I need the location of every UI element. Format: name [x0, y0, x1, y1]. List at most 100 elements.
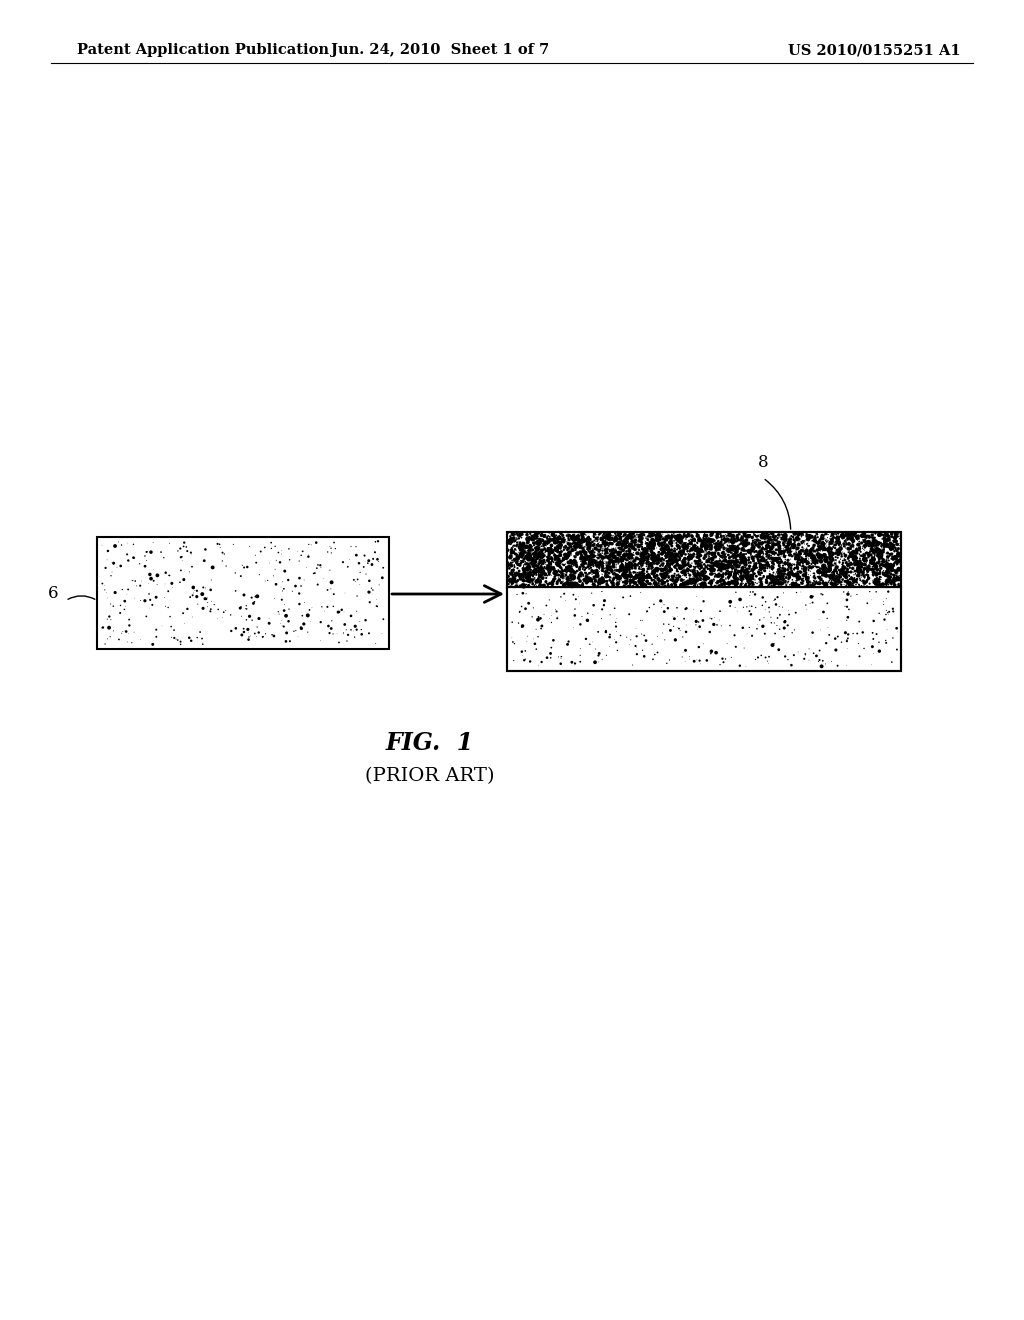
Point — [688, 535, 705, 556]
Point — [707, 570, 723, 591]
Point — [323, 537, 339, 558]
Point — [675, 549, 691, 570]
Point — [861, 558, 878, 579]
Point — [806, 565, 822, 586]
Point — [722, 539, 738, 560]
Point — [589, 562, 605, 583]
Point — [198, 589, 214, 610]
Point — [623, 564, 639, 585]
Point — [776, 525, 793, 546]
Point — [860, 560, 877, 581]
Point — [566, 540, 583, 561]
Point — [866, 537, 883, 558]
Point — [711, 564, 727, 585]
Point — [720, 557, 736, 578]
Point — [871, 576, 888, 597]
Point — [757, 557, 773, 578]
Point — [525, 564, 542, 585]
Point — [806, 550, 822, 572]
Point — [873, 566, 890, 587]
Point — [885, 568, 901, 589]
Point — [238, 598, 254, 619]
Point — [771, 541, 787, 562]
Point — [612, 568, 629, 589]
Point — [605, 539, 622, 560]
Point — [736, 533, 753, 554]
Point — [813, 562, 829, 583]
Point — [891, 525, 907, 546]
Point — [817, 529, 834, 550]
Point — [563, 558, 580, 579]
Point — [593, 546, 609, 568]
Point — [670, 561, 686, 582]
Point — [513, 552, 529, 573]
Point — [534, 546, 550, 568]
Point — [890, 545, 906, 566]
Point — [668, 570, 684, 591]
Point — [672, 620, 688, 642]
Point — [722, 595, 738, 616]
Point — [547, 545, 563, 566]
Point — [736, 535, 753, 556]
Point — [730, 573, 746, 594]
Point — [657, 565, 674, 586]
Point — [816, 576, 833, 597]
Point — [877, 554, 893, 576]
Point — [598, 620, 614, 642]
Point — [749, 545, 765, 566]
Point — [703, 570, 720, 591]
Point — [809, 552, 825, 573]
Point — [890, 564, 906, 585]
Point — [703, 552, 720, 573]
Point — [500, 523, 516, 544]
Point — [697, 546, 714, 568]
Point — [336, 602, 352, 623]
Point — [669, 527, 685, 548]
Point — [843, 527, 859, 548]
Point — [673, 557, 689, 578]
Point — [701, 536, 718, 557]
Point — [668, 548, 684, 569]
Point — [510, 564, 526, 585]
Point — [620, 572, 636, 593]
Point — [667, 573, 683, 594]
Point — [549, 573, 565, 594]
Point — [814, 565, 830, 586]
Point — [660, 554, 677, 576]
Point — [552, 557, 568, 578]
Point — [551, 554, 567, 576]
Point — [662, 528, 678, 549]
Point — [745, 568, 762, 589]
Point — [686, 566, 702, 587]
Point — [849, 537, 865, 558]
Point — [886, 570, 902, 591]
Point — [711, 532, 727, 553]
Point — [670, 544, 686, 565]
Point — [822, 543, 839, 564]
Point — [603, 525, 620, 546]
Point — [591, 558, 607, 579]
Point — [556, 548, 572, 569]
Point — [557, 536, 573, 557]
Point — [750, 544, 766, 565]
Point — [736, 539, 753, 560]
Point — [825, 527, 842, 548]
Point — [635, 541, 651, 562]
Point — [807, 531, 823, 552]
Point — [737, 535, 754, 556]
Point — [866, 535, 883, 556]
Point — [851, 553, 867, 574]
Point — [573, 548, 590, 569]
Point — [695, 528, 712, 549]
Point — [838, 546, 854, 568]
Point — [765, 536, 781, 557]
Point — [675, 565, 691, 586]
Point — [737, 532, 754, 553]
Point — [692, 546, 709, 568]
Point — [669, 539, 685, 560]
Point — [671, 562, 687, 583]
Point — [865, 553, 882, 574]
Point — [561, 573, 578, 594]
Point — [247, 586, 263, 607]
Point — [592, 572, 608, 593]
